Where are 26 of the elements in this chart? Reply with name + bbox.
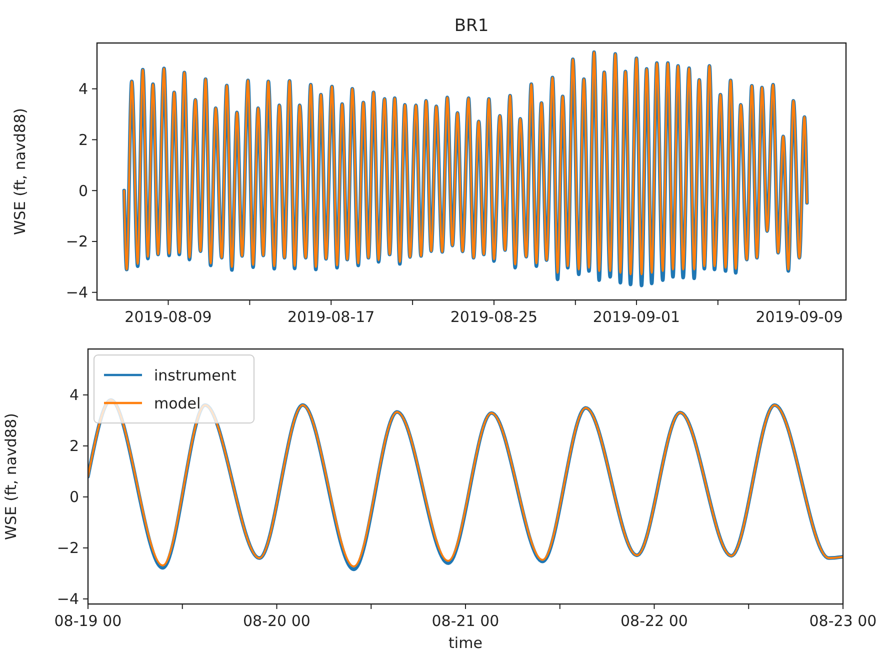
- y-tick-label: −4: [56, 590, 79, 608]
- x-tick-label: 2019-08-25: [450, 308, 538, 326]
- chart-title: BR1: [454, 16, 489, 36]
- y-axis-title: WSE (ft, navd88): [11, 108, 29, 235]
- x-tick-label: 2019-08-17: [288, 308, 375, 326]
- y-tick-label: −2: [66, 232, 88, 251]
- x-tick-label: 2019-08-09: [124, 308, 212, 326]
- legend-label: instrument: [154, 366, 236, 384]
- x-tick-label: 2019-09-01: [592, 308, 680, 326]
- x-tick-label: 08-22 00: [620, 612, 688, 630]
- y-tick-label: 0: [78, 182, 88, 200]
- y-tick-label: 0: [69, 488, 79, 506]
- x-tick-label: 08-19 00: [54, 612, 122, 630]
- y-tick-label: 2: [69, 437, 79, 456]
- y-tick-label: −2: [56, 539, 79, 558]
- y-tick-label: 4: [78, 80, 88, 98]
- x-axis-title: time: [448, 634, 482, 652]
- x-tick-label: 08-23 00: [809, 612, 877, 630]
- x-tick-label: 08-21 00: [432, 612, 500, 630]
- y-tick-label: 4: [69, 386, 79, 404]
- x-tick-label: 08-20 00: [243, 612, 310, 630]
- y-tick-label: 2: [78, 130, 88, 149]
- y-tick-label: −4: [66, 284, 88, 302]
- x-tick-label: 2019-09-09: [756, 308, 843, 326]
- y-axis-title: WSE (ft, navd88): [2, 413, 20, 540]
- legend-label: model: [154, 394, 201, 412]
